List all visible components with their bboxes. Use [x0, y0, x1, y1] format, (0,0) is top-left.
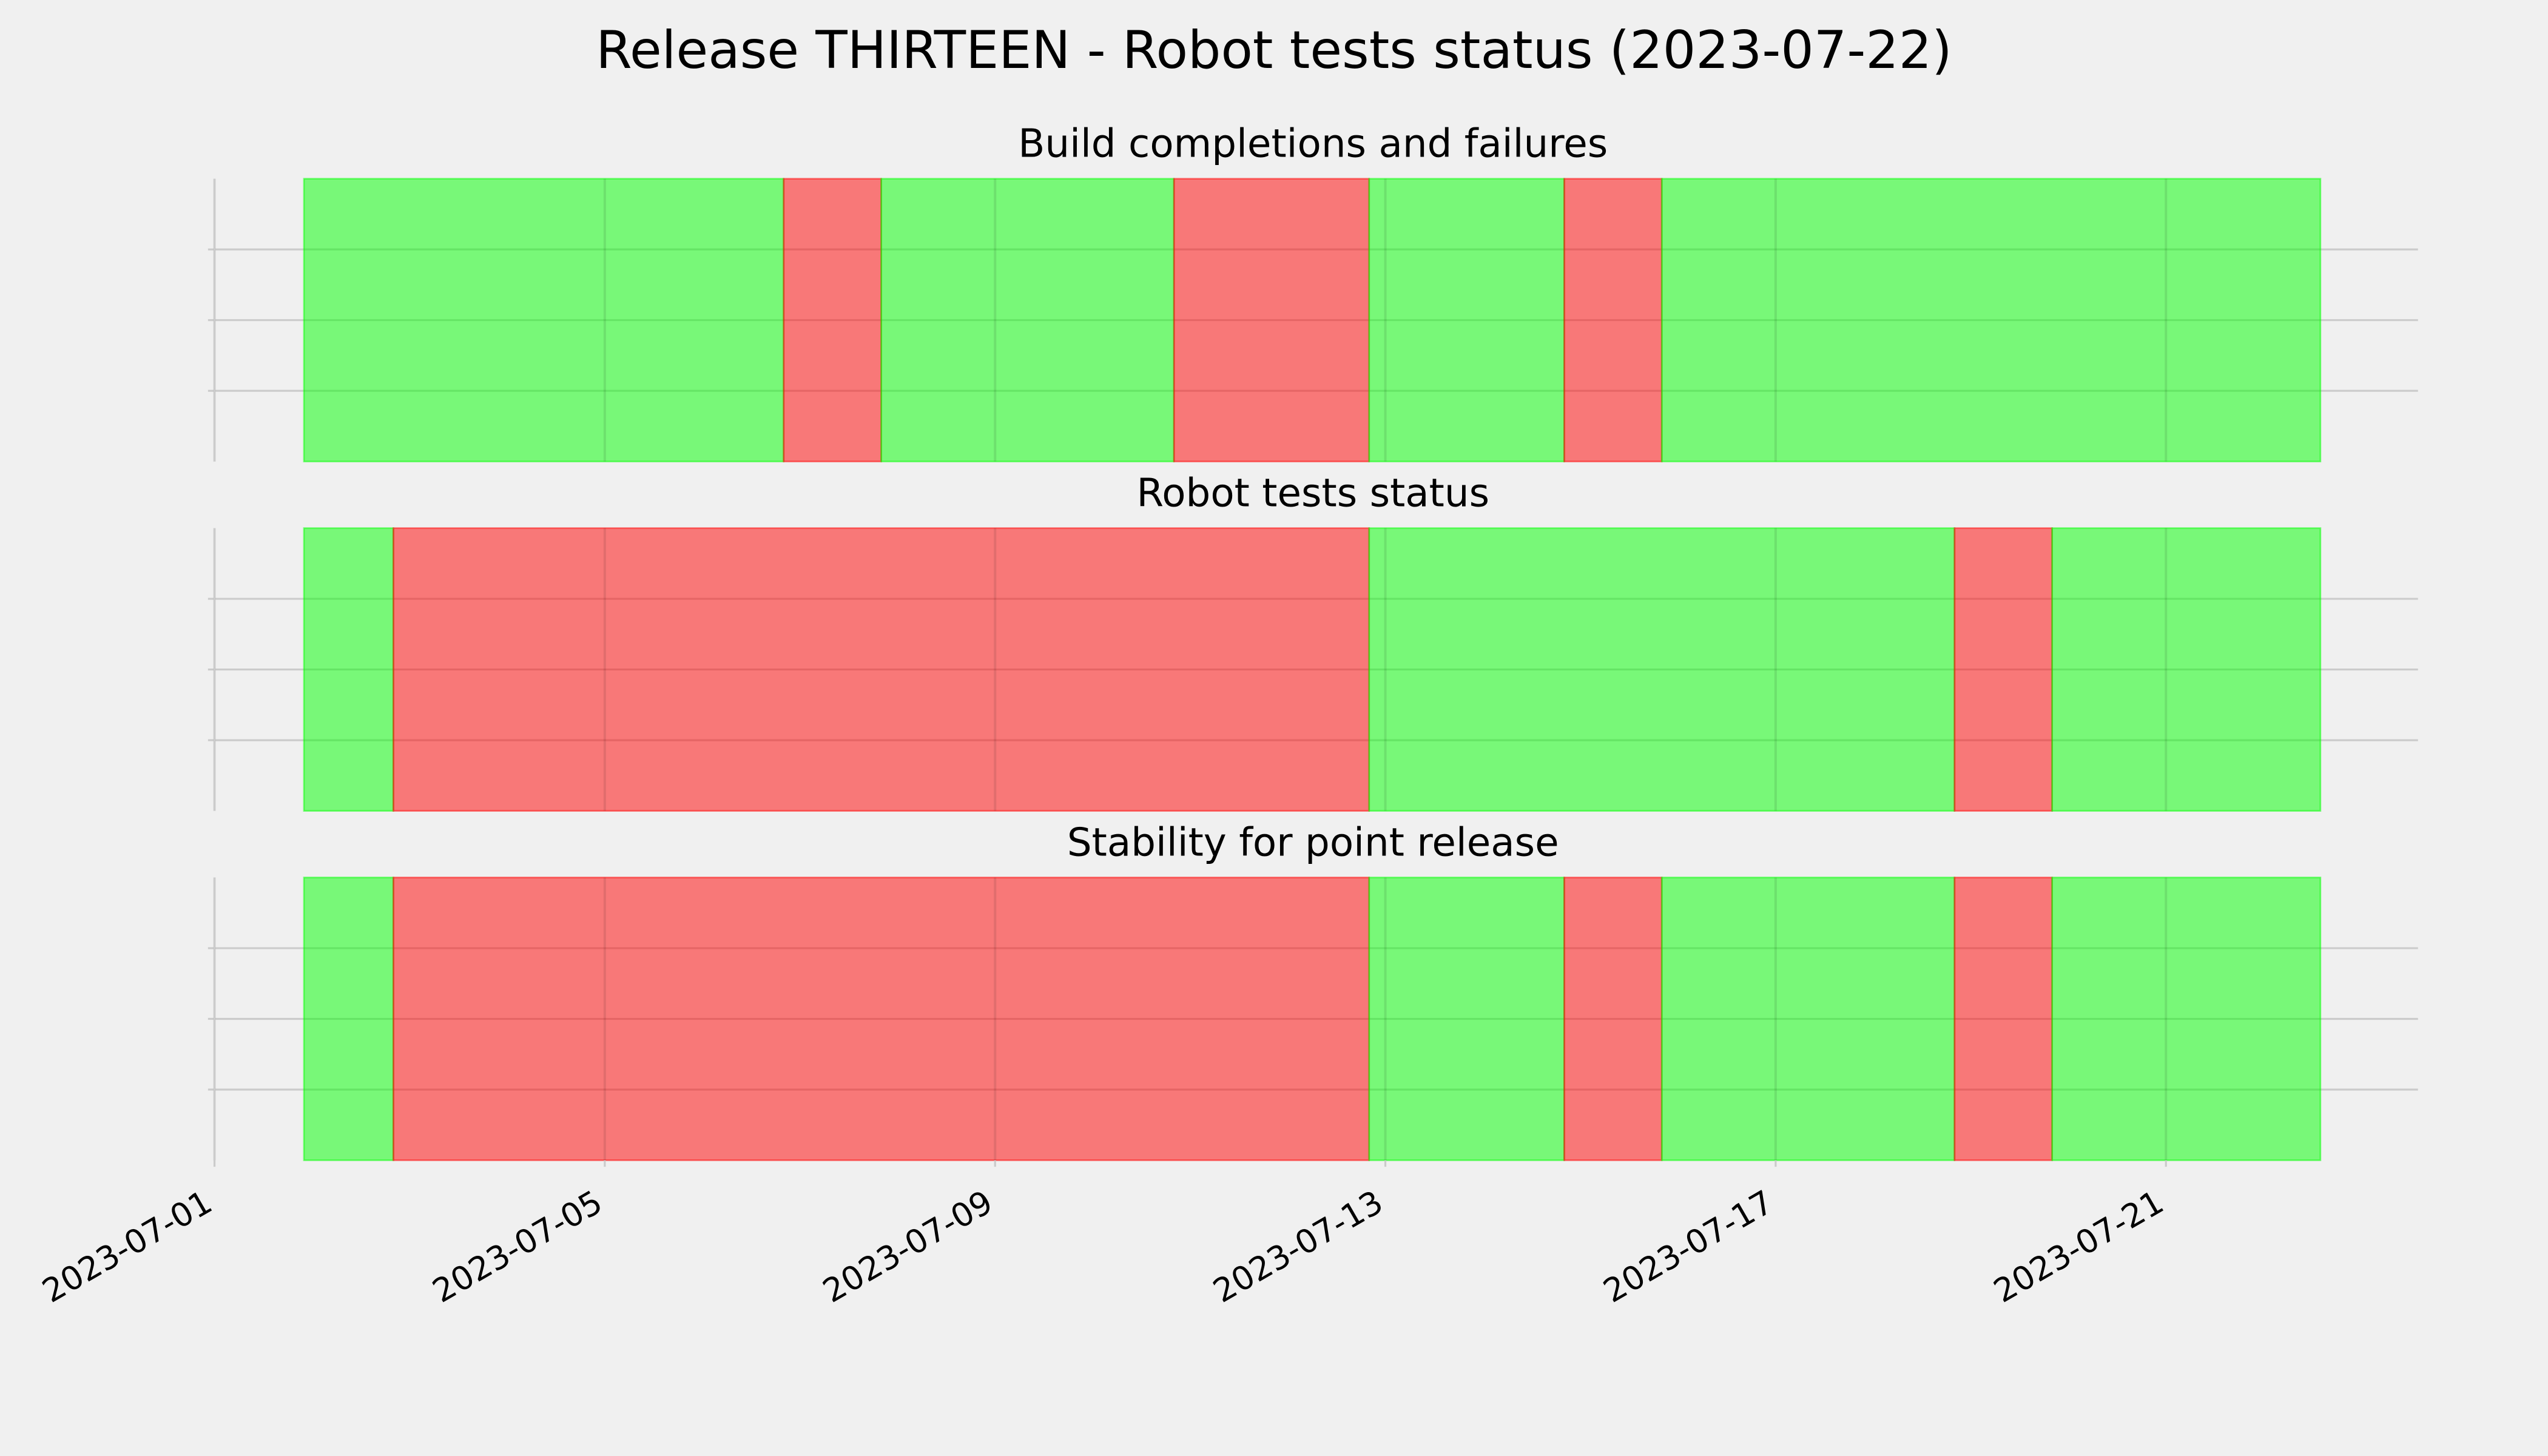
status-span [1563, 178, 1663, 463]
status-span [303, 178, 785, 463]
status-span [1173, 178, 1370, 463]
status-span [1660, 877, 1956, 1161]
status-span [783, 178, 882, 463]
status-span [880, 178, 1175, 463]
status-span [1563, 877, 1663, 1161]
status-span [303, 527, 394, 812]
status-span [303, 877, 394, 1161]
status-span [2051, 527, 2322, 812]
chart-title: Release THIRTEEN - Robot tests status (2… [596, 20, 1952, 81]
subplot-title: Stability for point release [1067, 820, 1559, 865]
status-span [1660, 178, 2322, 463]
subplot-title: Robot tests status [1136, 471, 1489, 516]
status-span [1368, 527, 1956, 812]
status-span [1368, 178, 1565, 463]
status-span [1953, 527, 2053, 812]
status-span [2051, 877, 2322, 1161]
status-span [393, 877, 1370, 1161]
subplot-title: Build completions and failures [1018, 121, 1608, 167]
status-span [1953, 877, 2053, 1161]
status-span [393, 527, 1370, 812]
status-span [1368, 877, 1565, 1161]
